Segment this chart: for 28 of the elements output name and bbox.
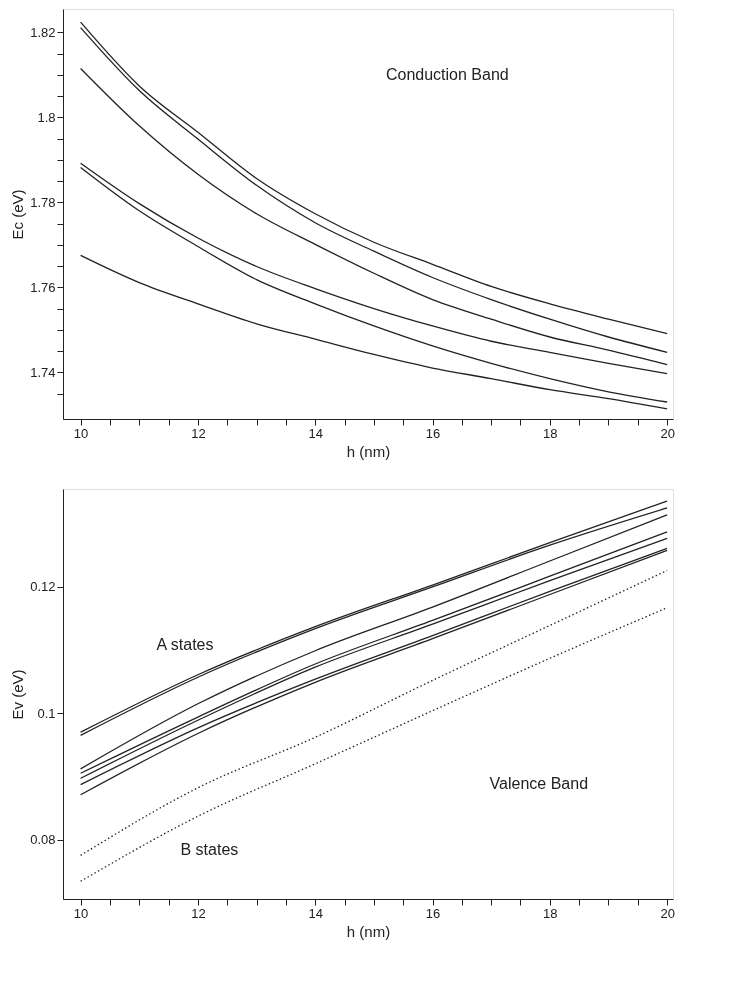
y-tick-label: 1.82 — [30, 24, 56, 40]
x-tick-label: 12 — [191, 425, 206, 441]
x-tick-label: 14 — [308, 425, 323, 441]
annotation: Valence Band — [489, 775, 589, 793]
x-tick-label: 14 — [308, 905, 323, 921]
annotation: Conduction Band — [385, 65, 509, 83]
x-tick-label: 18 — [543, 425, 558, 441]
annotation: A states — [156, 635, 214, 653]
y-tick-label: 1.76 — [30, 279, 56, 295]
x-tick-label: 10 — [73, 425, 89, 441]
x-tick-label: 20 — [660, 425, 675, 441]
y-axis-title: Ev (eV) — [9, 669, 27, 720]
x-tick-label: 16 — [425, 425, 441, 441]
x-axis-title: h (nm) — [346, 442, 391, 460]
x-tick-label: 18 — [543, 905, 558, 921]
x-tick-label: 16 — [425, 905, 441, 921]
annotation: B states — [180, 840, 239, 858]
y-axis-title: Ec (eV) — [9, 189, 27, 240]
x-tick-label: 10 — [73, 905, 89, 921]
x-tick-label: 12 — [191, 905, 206, 921]
x-tick-label: 20 — [660, 905, 675, 921]
y-tick-label: 1.78 — [30, 194, 56, 210]
y-tick-label: 0.12 — [30, 579, 56, 595]
x-axis-title: h (nm) — [346, 922, 391, 940]
y-tick-label: 0.08 — [30, 832, 56, 848]
y-tick-label: 1.8 — [37, 109, 56, 125]
y-tick-label: 1.74 — [30, 364, 56, 380]
y-tick-label: 0.1 — [37, 705, 56, 721]
